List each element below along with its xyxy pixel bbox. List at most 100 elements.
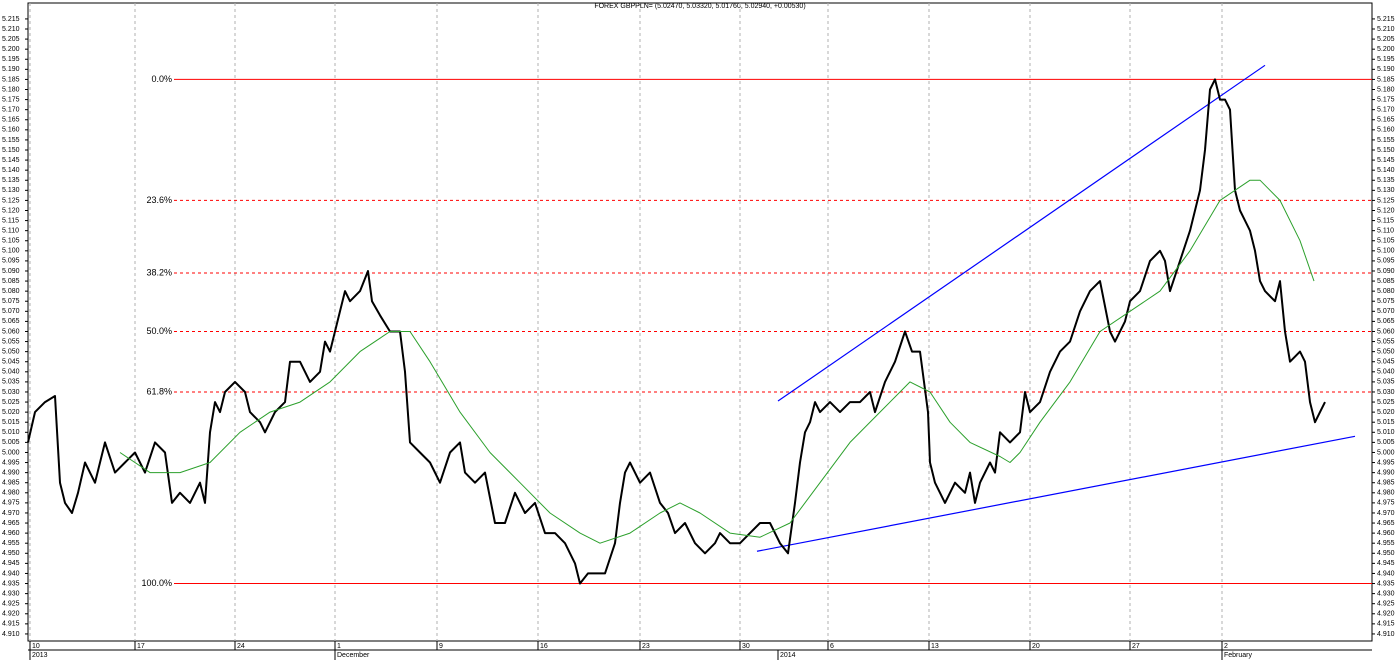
- y-tick-label: 4.950: [1377, 550, 1395, 557]
- fib-label: 23.6%: [146, 195, 172, 205]
- y-tick-label: 5.215: [1377, 16, 1395, 23]
- x-tick-label: 2: [1224, 643, 1228, 650]
- y-tick-label: 5.195: [1377, 56, 1395, 63]
- y-tick-label: 4.965: [1377, 520, 1395, 527]
- y-tick-label: 5.195: [2, 56, 20, 63]
- y-tick-label: 5.140: [2, 167, 20, 174]
- fib-label: 50.0%: [146, 326, 172, 336]
- y-tick-label: 5.035: [2, 379, 20, 386]
- y-tick-label: 5.180: [2, 86, 20, 93]
- y-tick-label: 4.910: [2, 631, 20, 638]
- price-line: [119, 179, 1315, 544]
- y-tick-label: 5.180: [1377, 86, 1395, 93]
- y-tick-label: 5.055: [1377, 338, 1395, 345]
- y-tick-label: 5.015: [2, 419, 20, 426]
- y-tick-label: 4.980: [1377, 490, 1395, 497]
- y-tick-label: 5.210: [1377, 26, 1395, 33]
- y-tick-label: 5.035: [1377, 379, 1395, 386]
- x-tick-label: 10: [32, 643, 40, 650]
- y-tick-label: 5.085: [1377, 278, 1395, 285]
- y-tick-label: 4.945: [2, 560, 20, 567]
- y-tick-label: 5.215: [2, 16, 20, 23]
- y-tick-label: 4.960: [2, 530, 20, 537]
- y-tick-label: 4.935: [2, 580, 20, 587]
- y-tick-label: 5.020: [2, 409, 20, 416]
- x-tick-label: 9: [439, 643, 443, 650]
- y-tick-label: 5.045: [1377, 359, 1395, 366]
- y-tick-label: 5.130: [2, 187, 20, 194]
- x-tick-label: 30: [742, 643, 750, 650]
- y-tick-label: 5.190: [2, 66, 20, 73]
- y-tick-label: 5.025: [2, 399, 20, 406]
- fib-label: 100.0%: [141, 578, 172, 588]
- y-tick-label: 5.095: [1377, 258, 1395, 265]
- y-tick-label: 5.150: [1377, 147, 1395, 154]
- y-tick-label: 5.145: [1377, 157, 1395, 164]
- y-tick-label: 4.975: [1377, 500, 1395, 507]
- x-tick-label: 6: [830, 643, 834, 650]
- y-tick-label: 5.105: [1377, 238, 1395, 245]
- y-tick-label: 5.125: [1377, 197, 1395, 204]
- x-tick-label: 24: [237, 643, 245, 650]
- x-tick-label: 13: [931, 643, 939, 650]
- y-tick-label: 5.155: [2, 137, 20, 144]
- x-period-label: February: [1224, 652, 1253, 659]
- y-tick-label: 5.070: [2, 308, 20, 315]
- y-tick-label: 4.925: [1377, 601, 1395, 608]
- y-tick-label: 5.000: [1377, 449, 1395, 456]
- y-tick-label: 4.970: [1377, 510, 1395, 517]
- y-tick-label: 5.140: [1377, 167, 1395, 174]
- y-tick-label: 5.160: [1377, 127, 1395, 134]
- y-tick-label: 5.100: [2, 248, 20, 255]
- y-tick-label: 4.935: [1377, 580, 1395, 587]
- y-tick-label: 5.020: [1377, 409, 1395, 416]
- y-tick-label: 5.005: [1377, 439, 1395, 446]
- x-tick-label: 17: [137, 643, 145, 650]
- y-tick-label: 5.060: [2, 328, 20, 335]
- y-tick-label: 5.030: [2, 389, 20, 396]
- y-tick-label: 5.000: [2, 449, 20, 456]
- y-tick-label: 5.170: [1377, 107, 1395, 114]
- y-tick-label: 4.960: [1377, 530, 1395, 537]
- y-tick-label: 5.090: [1377, 268, 1395, 275]
- y-tick-label: 4.995: [1377, 459, 1395, 466]
- y-tick-label: 4.920: [1377, 611, 1395, 618]
- y-tick-label: 4.970: [2, 510, 20, 517]
- price-line: [27, 78, 1326, 585]
- y-tick-label: 4.915: [1377, 621, 1395, 628]
- y-tick-label: 5.030: [1377, 389, 1395, 396]
- y-tick-label: 4.955: [1377, 540, 1395, 547]
- y-tick-label: 5.135: [2, 177, 20, 184]
- y-tick-label: 5.175: [2, 96, 20, 103]
- y-tick-label: 5.150: [2, 147, 20, 154]
- y-tick-label: 4.990: [1377, 469, 1395, 476]
- x-period-label: December: [337, 652, 370, 659]
- x-tick-label: 16: [540, 643, 548, 650]
- y-tick-label: 4.975: [2, 500, 20, 507]
- plot-frame: [27, 2, 1373, 642]
- y-tick-label: 5.165: [2, 117, 20, 124]
- y-tick-label: 5.125: [2, 197, 20, 204]
- y-tick-label: 5.100: [1377, 248, 1395, 255]
- y-tick-label: 5.065: [2, 318, 20, 325]
- y-tick-label: 5.060: [1377, 328, 1395, 335]
- y-tick-label: 5.080: [2, 288, 20, 295]
- y-tick-label: 5.105: [2, 238, 20, 245]
- y-tick-label: 4.925: [2, 601, 20, 608]
- x-period-label: 2014: [780, 652, 796, 659]
- y-tick-label: 5.075: [2, 298, 20, 305]
- y-tick-label: 5.085: [2, 278, 20, 285]
- y-tick-label: 5.015: [1377, 419, 1395, 426]
- y-tick-label: 5.205: [1377, 36, 1395, 43]
- y-tick-label: 5.055: [2, 338, 20, 345]
- y-tick-label: 5.120: [1377, 207, 1395, 214]
- fib-label: 0.0%: [151, 74, 172, 84]
- y-tick-label: 5.010: [2, 429, 20, 436]
- y-tick-label: 5.145: [2, 157, 20, 164]
- y-tick-label: 5.135: [1377, 177, 1395, 184]
- x-period-label: 2013: [32, 652, 48, 659]
- y-tick-label: 5.115: [2, 217, 19, 224]
- y-tick-label: 4.915: [2, 621, 20, 628]
